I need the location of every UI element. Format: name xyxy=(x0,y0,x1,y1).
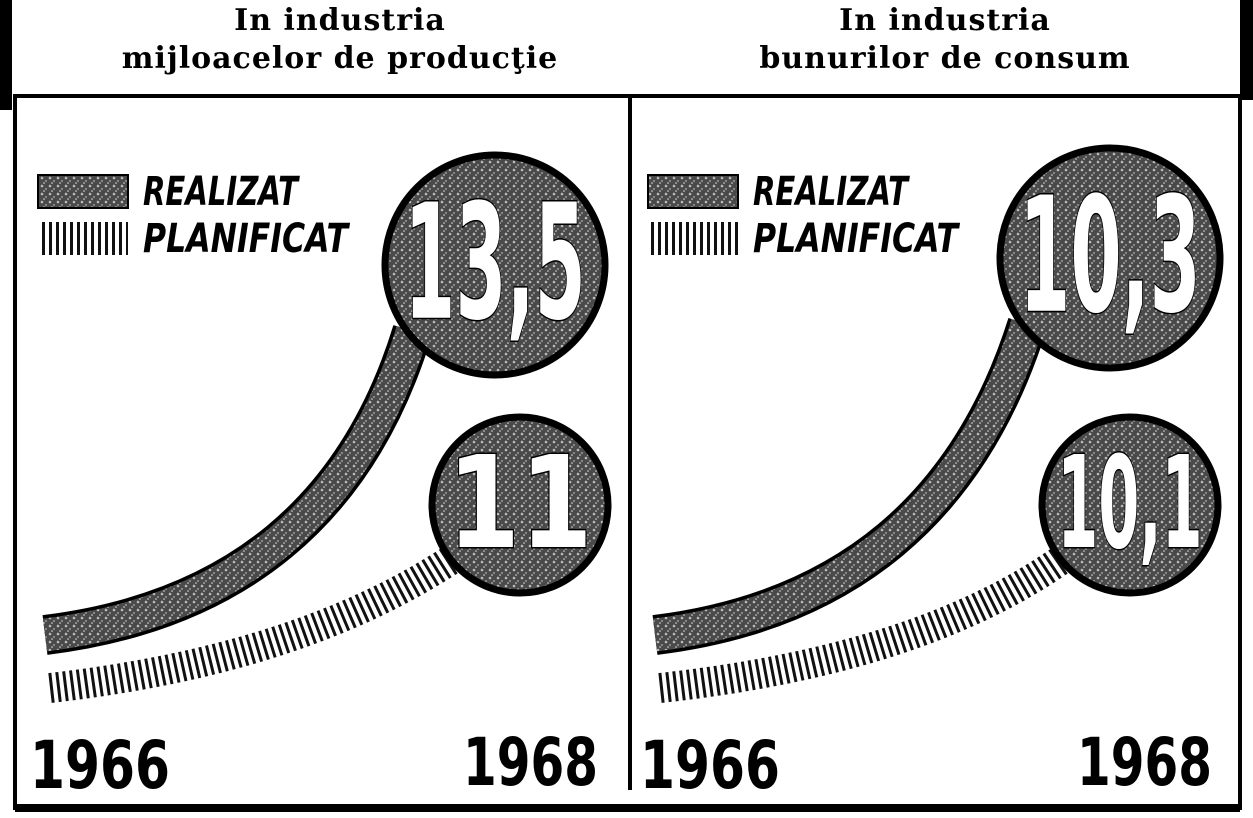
value-circle xyxy=(1038,413,1222,597)
growth-band xyxy=(42,326,429,652)
panel-title: In industria xyxy=(234,3,446,38)
value-label: 10,1 xyxy=(1057,430,1202,578)
value-circle xyxy=(381,151,609,379)
bottom-rule xyxy=(15,804,1240,812)
x-tick-label: 1966 xyxy=(30,727,170,804)
legend-label: PLANIFICAT xyxy=(753,216,960,262)
panel-title: mijloacelor de producţie xyxy=(122,41,559,76)
value-label: 11 xyxy=(447,430,592,578)
legend-label: REALIZAT xyxy=(143,169,300,215)
legend-swatch xyxy=(648,222,738,255)
panel-title: In industria xyxy=(839,3,1051,38)
growth-band xyxy=(658,545,1073,703)
value-circle xyxy=(428,413,612,597)
legend-swatch xyxy=(37,174,129,209)
x-tick-label: 1966 xyxy=(640,727,780,804)
growth-band xyxy=(48,545,463,703)
legend-label: PLANIFICAT xyxy=(143,216,350,262)
legend-swatch xyxy=(38,222,128,255)
value-label: 10,3 xyxy=(1019,163,1201,349)
value-label: 13,5 xyxy=(404,170,586,356)
x-tick-label: 1968 xyxy=(1077,724,1212,801)
value-circle xyxy=(996,144,1224,372)
legend-swatch xyxy=(647,174,739,209)
edge-bar xyxy=(1240,0,1253,100)
legend-label: REALIZAT xyxy=(753,169,910,215)
x-tick-label: 1968 xyxy=(463,724,598,801)
panel-title: bunurilor de consum xyxy=(759,41,1130,76)
growth-band xyxy=(652,319,1044,652)
edge-bar xyxy=(0,0,12,110)
